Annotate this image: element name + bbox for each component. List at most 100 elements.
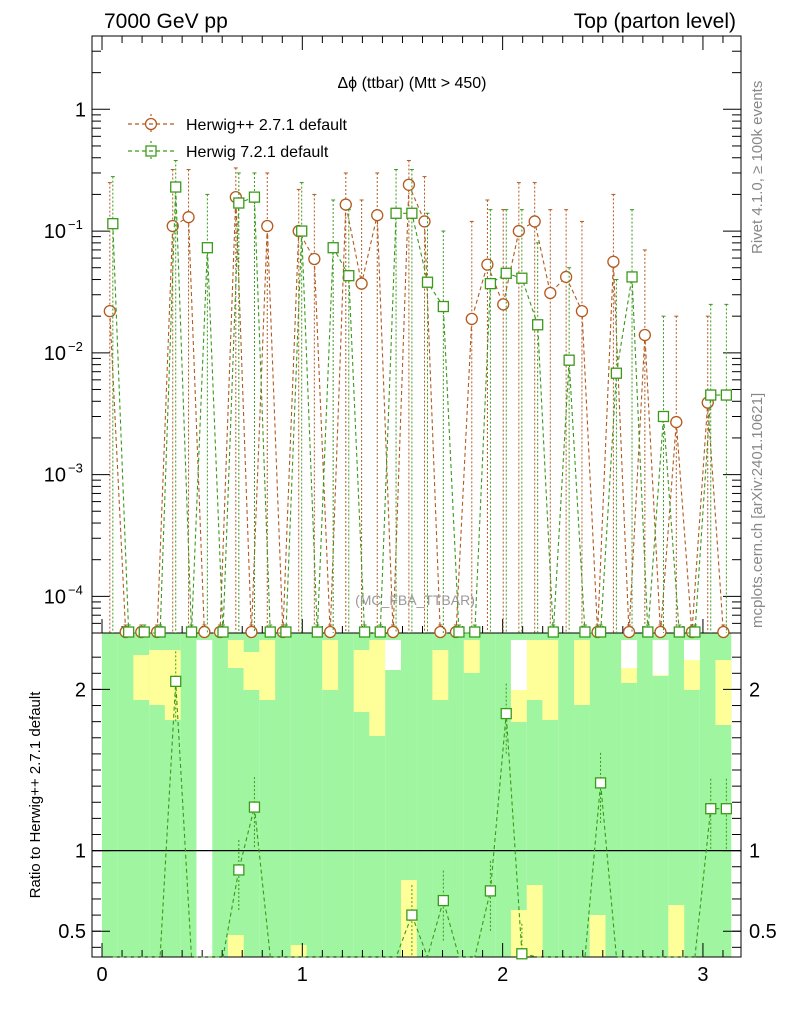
ratio-series-herwig7 bbox=[112, 651, 733, 960]
data-point bbox=[705, 389, 717, 401]
data-point bbox=[670, 415, 683, 429]
data-point bbox=[198, 625, 211, 639]
data-point bbox=[717, 625, 730, 639]
data-point bbox=[355, 277, 368, 290]
data-point bbox=[327, 242, 339, 254]
data-point bbox=[626, 271, 638, 283]
data-point bbox=[386, 625, 400, 639]
x-tick-label: 3 bbox=[697, 964, 708, 986]
x-tick-label: 2 bbox=[497, 964, 508, 986]
y-tick-label: 1 bbox=[75, 99, 86, 121]
ratio-band-bin bbox=[337, 633, 354, 957]
legend-label-herwig7: Herwig 7.2.1 default bbox=[186, 144, 329, 161]
ratio-band-yellow bbox=[432, 650, 449, 700]
ratio-band-bin bbox=[526, 633, 543, 957]
ratio-band-bin bbox=[699, 633, 716, 957]
ratio-band-empty bbox=[385, 640, 401, 670]
legend-entry-herwigpp: Herwig++ 2.7.1 default bbox=[128, 114, 348, 134]
header-right: Top (parton level) bbox=[574, 10, 736, 33]
data-point bbox=[343, 270, 355, 282]
data-point bbox=[500, 267, 512, 279]
ratio-point bbox=[248, 801, 261, 813]
ratio-band-yellow bbox=[290, 945, 307, 957]
data-point bbox=[607, 255, 620, 268]
ratio-band-bin bbox=[274, 633, 291, 957]
data-point bbox=[437, 300, 449, 313]
ratio-band-bin bbox=[400, 633, 417, 957]
ratio-point bbox=[516, 948, 528, 960]
data-point bbox=[610, 367, 623, 379]
data-point bbox=[547, 626, 559, 638]
ratio-band-bin bbox=[180, 633, 197, 957]
series-layer bbox=[103, 159, 733, 960]
ratio-band-bin bbox=[259, 633, 276, 957]
ratio-band-bin bbox=[117, 633, 134, 957]
x-tick-label: 0 bbox=[96, 964, 107, 986]
ratio-band-bin bbox=[684, 633, 700, 957]
ratio-band-yellow bbox=[322, 640, 339, 690]
ratio-band-bin bbox=[243, 633, 260, 957]
ratio-band-bin bbox=[416, 633, 433, 957]
ratio-band-empty bbox=[652, 640, 669, 675]
ratio-band-yellow bbox=[542, 640, 559, 720]
x-tick-label: 1 bbox=[297, 964, 308, 986]
ratio-band-bin bbox=[463, 633, 480, 957]
data-point bbox=[481, 258, 494, 271]
ratio-band-bin bbox=[101, 633, 118, 957]
ratio-band-bin bbox=[479, 633, 496, 957]
y-tick-exponent: −1 bbox=[68, 217, 83, 232]
ratio-y-tick-label: 1 bbox=[75, 841, 86, 863]
ratio-band-bin bbox=[385, 633, 401, 957]
data-point bbox=[512, 224, 526, 238]
data-point bbox=[642, 626, 654, 638]
ratio-band-empty bbox=[196, 640, 213, 957]
data-point bbox=[406, 207, 418, 219]
data-point bbox=[261, 219, 274, 233]
ratio-y-tick-label-right: 1 bbox=[749, 841, 760, 863]
data-point bbox=[233, 197, 245, 209]
ratio-band-bin bbox=[227, 633, 244, 957]
ratio-uncertainty-bands bbox=[101, 633, 732, 957]
ratio-point bbox=[170, 675, 182, 688]
data-point bbox=[339, 198, 352, 211]
ratio-band-empty bbox=[510, 640, 527, 690]
data-point bbox=[138, 626, 150, 638]
y-tick-exponent: −2 bbox=[68, 339, 83, 354]
data-point bbox=[418, 215, 431, 228]
ratio-band-bin bbox=[212, 633, 228, 957]
data-point bbox=[532, 319, 544, 331]
data-point bbox=[575, 304, 589, 318]
data-point bbox=[421, 276, 434, 288]
ratio-band-yellow bbox=[243, 652, 260, 690]
data-point bbox=[434, 625, 447, 639]
data-point bbox=[358, 626, 371, 638]
data-point bbox=[516, 272, 528, 284]
ratio-band-yellow bbox=[510, 910, 527, 957]
ratio-point bbox=[720, 803, 733, 815]
legend-marker-square bbox=[145, 145, 157, 157]
data-point bbox=[638, 328, 652, 342]
ratio-band-yellow bbox=[227, 935, 244, 957]
ratio-band-yellow bbox=[589, 915, 606, 957]
data-point bbox=[324, 625, 337, 639]
ratio-band-bin bbox=[605, 633, 622, 957]
analysis-watermark: (MC_FBA_TTBAR) bbox=[355, 592, 475, 608]
ratio-band-yellow bbox=[463, 640, 480, 673]
data-point bbox=[245, 625, 258, 639]
data-point bbox=[544, 286, 557, 300]
ratio-frame bbox=[91, 632, 742, 958]
ratio-band-yellow bbox=[526, 885, 543, 957]
ratio-point bbox=[233, 864, 245, 876]
ratio-axis-label: Ratio to Herwig++ 2.7.1 default bbox=[27, 691, 44, 899]
data-point bbox=[311, 626, 323, 638]
y-tick-label: 10 bbox=[44, 586, 66, 608]
data-point bbox=[469, 626, 481, 638]
ratio-band-empty bbox=[684, 640, 700, 660]
ratio-band-yellow bbox=[715, 660, 732, 725]
data-point bbox=[185, 626, 198, 638]
ratio-band-bin bbox=[353, 633, 370, 957]
data-point bbox=[248, 191, 261, 203]
y-tick-exponent: −3 bbox=[68, 461, 83, 476]
ratio-band-yellow bbox=[526, 640, 543, 700]
plot-title: Δϕ (ttbar) (Mtt > 450) bbox=[337, 75, 486, 92]
